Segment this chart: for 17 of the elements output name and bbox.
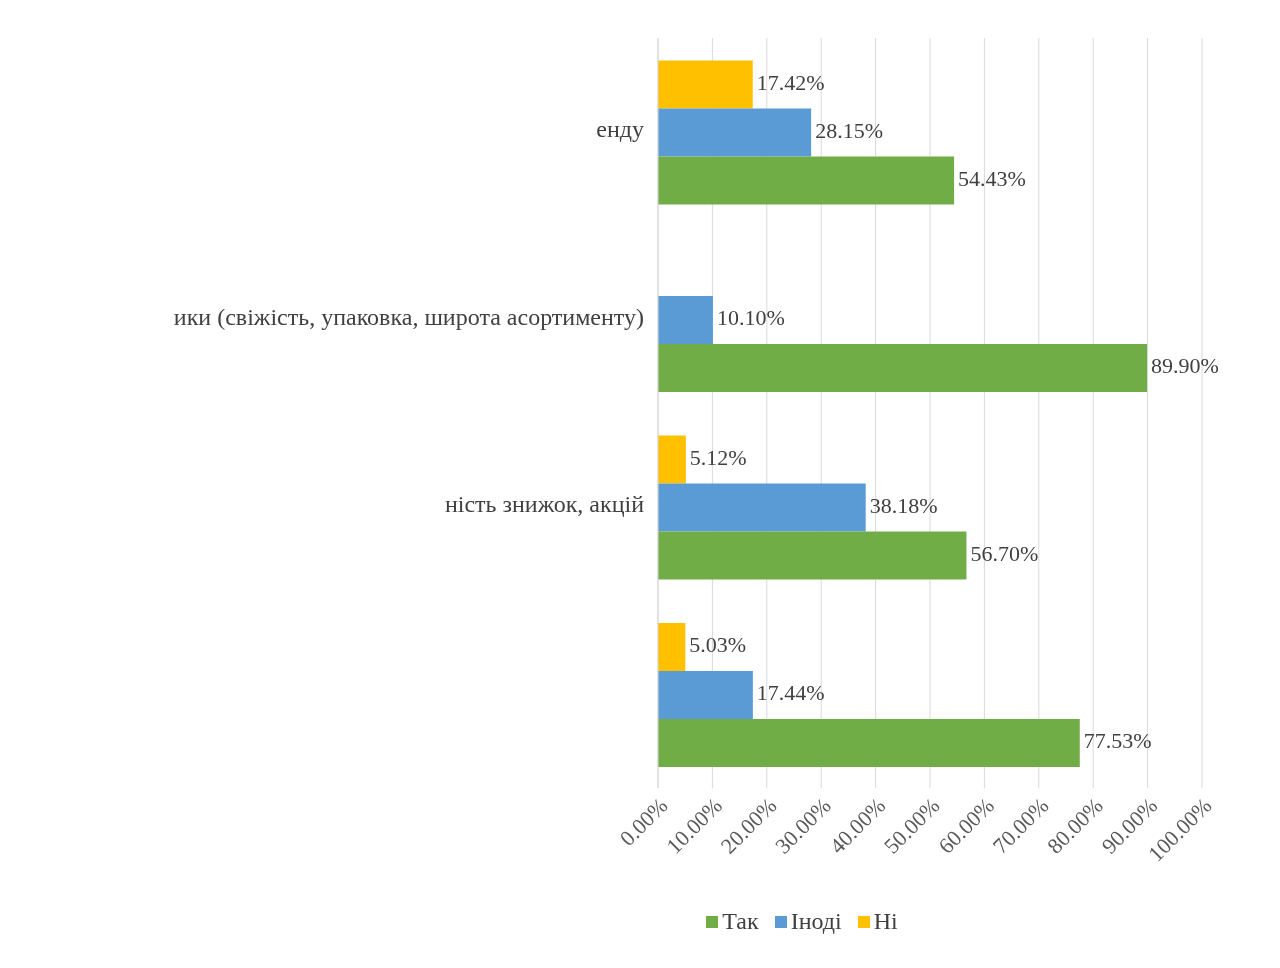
data-label: 38.18% [869,492,938,518]
data-label: 5.12% [689,444,747,470]
data-label: 89.90% [1151,353,1219,379]
data-label: 17.42% [756,69,825,95]
data-label: 54.43% [958,165,1026,191]
data-label: 77.53% [1083,728,1152,754]
y-tick-label: ики (свіжість, упаковка, широта асортименту) [173,303,644,330]
data-label: 56.70% [970,540,1039,566]
legend-label: Так [721,908,759,935]
data-label: 5.03% [689,632,747,658]
legend-label: Ні [872,908,898,935]
data-label: 17.44% [756,680,825,706]
legend-label: Іноді [789,908,842,935]
data-label: 10.10% [716,305,785,331]
data-label: 28.15% [815,117,883,143]
y-tick-label: енду [596,116,644,143]
y-tick-label: ність знижок, акцій [444,491,645,518]
